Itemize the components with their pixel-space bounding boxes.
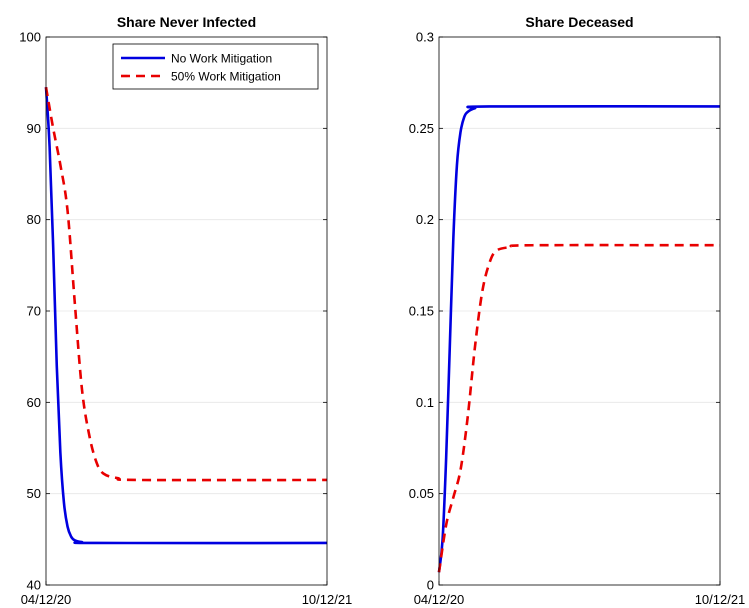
- legend-box: [112, 43, 319, 90]
- y-tick-label: 60: [27, 395, 41, 410]
- x-tick-label: 10/12/21: [695, 592, 746, 607]
- y-tick-label: 100: [19, 30, 41, 45]
- chart-title: Share Deceased: [525, 14, 633, 30]
- series-line-50-work-mitigation: [44, 87, 328, 482]
- legend-label: 50% Work Mitigation: [171, 70, 281, 84]
- y-tick-label: 0.25: [409, 121, 434, 136]
- y-tick-label: 80: [27, 212, 41, 227]
- y-tick-label: 50: [27, 486, 41, 501]
- y-tick-label: 0.2: [416, 212, 434, 227]
- y-tick-label: 0.1: [416, 395, 434, 410]
- y-tick-label: 70: [27, 304, 41, 319]
- y-tick-label: 90: [27, 121, 41, 136]
- series-line-50-work-mitigation: [437, 243, 721, 573]
- share-deceased-chart: 0 0.05 0.1 0.15 0.2 0.25 0.3 04/12/20 10/12/21 Sh…: [409, 14, 746, 607]
- chart-title: Share Never Infected: [117, 14, 256, 30]
- share-never-infected-chart: 40 50 60 70 80 90 100 04/12/20 10/12/21 Share Nev…: [19, 14, 352, 607]
- plot-area-border: [45, 36, 328, 586]
- legend-label: No Work Mitigation: [171, 52, 272, 66]
- x-tick-label: 04/12/20: [414, 592, 465, 607]
- y-tick-label: 0.3: [416, 30, 434, 45]
- y-tick-label: 40: [27, 578, 41, 593]
- series-line-no-work-mitigation: [437, 104, 721, 573]
- x-tick-label: 10/12/21: [302, 592, 353, 607]
- x-tick-label: 04/12/20: [21, 592, 72, 607]
- series-line-no-work-mitigation: [44, 87, 328, 545]
- y-tick-label: 0.05: [409, 486, 434, 501]
- plot-area-border: [438, 36, 721, 586]
- y-tick-label: 0: [427, 578, 434, 593]
- y-tick-label: 0.15: [409, 304, 434, 319]
- legend: No Work Mitigation 50% Work Mitigation: [112, 43, 319, 90]
